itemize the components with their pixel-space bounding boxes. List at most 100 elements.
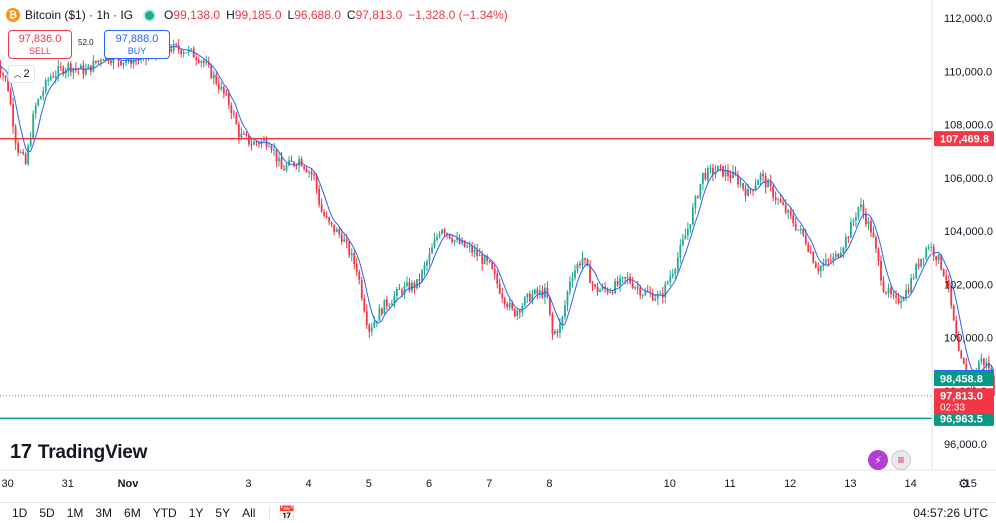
candle-body xyxy=(278,158,280,162)
range-all-button[interactable]: All xyxy=(242,506,256,520)
candle-body xyxy=(850,222,852,238)
candle-body xyxy=(413,282,416,288)
moving-average-line xyxy=(0,45,995,375)
candle-body xyxy=(222,86,225,94)
price-axis[interactable]: 96,000.098,000.0100,000.0102,000.0104,00… xyxy=(931,0,994,470)
candle-body xyxy=(353,253,356,264)
price-tick-label: 108,000.0 xyxy=(944,120,993,132)
candle-body xyxy=(674,269,677,274)
candle-body xyxy=(120,61,122,65)
candle-body xyxy=(531,293,534,302)
candle-body xyxy=(802,228,805,236)
candle-body xyxy=(581,257,584,266)
range-ytd-button[interactable]: YTD xyxy=(152,506,177,520)
candle-body xyxy=(110,60,112,63)
utc-clock[interactable]: 04:57:26 UTC xyxy=(913,506,988,520)
indicator-count: 2 xyxy=(23,68,30,80)
time-axis[interactable]: 30 31 Nov 3 4 5 6 7 8 10 11 12 13 14 15 xyxy=(0,469,996,490)
candle-body xyxy=(486,256,489,261)
candle-body xyxy=(945,275,948,281)
candle-body xyxy=(516,310,519,317)
candle-body xyxy=(393,295,396,304)
candle-body xyxy=(441,229,443,234)
candle-body xyxy=(664,283,667,298)
candle-body xyxy=(69,63,72,73)
candle-body xyxy=(443,229,446,234)
candle-body xyxy=(263,139,265,141)
range-1m-button[interactable]: 1M xyxy=(66,506,84,520)
candle-body xyxy=(947,280,950,287)
candle-body xyxy=(614,281,617,294)
price-tick-label: 100,000.0 xyxy=(944,333,993,345)
range-1d-button[interactable]: 1D xyxy=(12,506,28,520)
candle-body xyxy=(220,86,223,90)
candle-body xyxy=(596,286,599,292)
candle-body xyxy=(202,61,205,63)
candle-body xyxy=(47,79,50,81)
candle-body xyxy=(659,293,662,295)
candle-body xyxy=(890,288,892,295)
candle-body xyxy=(14,127,17,144)
candles-layer xyxy=(0,38,995,396)
time-tick-label: 31 xyxy=(62,478,74,490)
range-6m-button[interactable]: 6M xyxy=(124,506,141,520)
candle-body xyxy=(576,264,579,271)
sell-button[interactable]: 97,836.0 SELL xyxy=(8,30,72,59)
candle-body xyxy=(729,175,732,178)
candle-body xyxy=(526,293,529,298)
low-key: L xyxy=(287,8,295,22)
candle-body xyxy=(395,288,398,296)
gear-icon[interactable]: ⚙ xyxy=(958,476,970,491)
range-1y-button[interactable]: 1Y xyxy=(188,506,204,520)
candle-body xyxy=(636,287,639,289)
candle-body xyxy=(355,263,358,272)
candle-body xyxy=(34,105,37,114)
calendar-goto-icon[interactable]: 📅 xyxy=(278,504,296,521)
candle-body xyxy=(759,173,762,181)
candle-body xyxy=(320,204,323,212)
candle-body xyxy=(739,183,742,185)
candle-body xyxy=(822,263,825,267)
horizontal-levels xyxy=(0,137,932,420)
candle-body xyxy=(696,196,699,198)
candle-body xyxy=(817,268,820,272)
candle-body xyxy=(564,305,566,317)
candle-body xyxy=(431,247,433,254)
candle-body xyxy=(385,299,388,306)
range-3m-button[interactable]: 3M xyxy=(95,506,113,520)
range-5y-button[interactable]: 5Y xyxy=(215,506,231,520)
candle-body xyxy=(985,362,988,366)
candle-body xyxy=(762,173,765,176)
candle-body xyxy=(496,273,499,284)
indicators-toggle[interactable]: ︿ 2 xyxy=(8,65,35,83)
symbol-title[interactable]: Bitcoin ($1) · 1h · IG xyxy=(25,8,134,22)
candle-body xyxy=(197,59,200,63)
candle-body xyxy=(774,197,777,200)
candle-body xyxy=(880,260,882,281)
candle-body xyxy=(398,288,401,290)
candle-body xyxy=(955,320,958,338)
candle-body xyxy=(754,184,757,191)
tradingview-logo[interactable]: 17 TradingView xyxy=(10,441,147,464)
candle-body xyxy=(79,65,82,70)
buy-button[interactable]: 97,888.0 BUY xyxy=(104,30,170,59)
candle-body xyxy=(290,160,293,162)
candle-body xyxy=(498,283,501,294)
candle-body xyxy=(67,63,70,71)
candle-body xyxy=(370,327,373,332)
lightning-event-icon[interactable]: ⚡ xyxy=(868,450,888,470)
candle-body xyxy=(473,249,476,253)
candle-body xyxy=(732,171,734,178)
candle-body xyxy=(782,202,785,205)
candle-body xyxy=(875,237,877,249)
candle-body xyxy=(779,199,782,203)
price-tick-label: 104,000.0 xyxy=(944,226,993,238)
range-5d-button[interactable]: 5D xyxy=(39,506,55,520)
us-flag-event-icon[interactable]: ≡ xyxy=(891,450,911,470)
candle-body xyxy=(260,140,263,145)
candle-body xyxy=(897,297,900,304)
chevron-up-icon: ︿ xyxy=(13,69,22,79)
candle-body xyxy=(872,232,875,238)
candle-body xyxy=(476,249,479,257)
